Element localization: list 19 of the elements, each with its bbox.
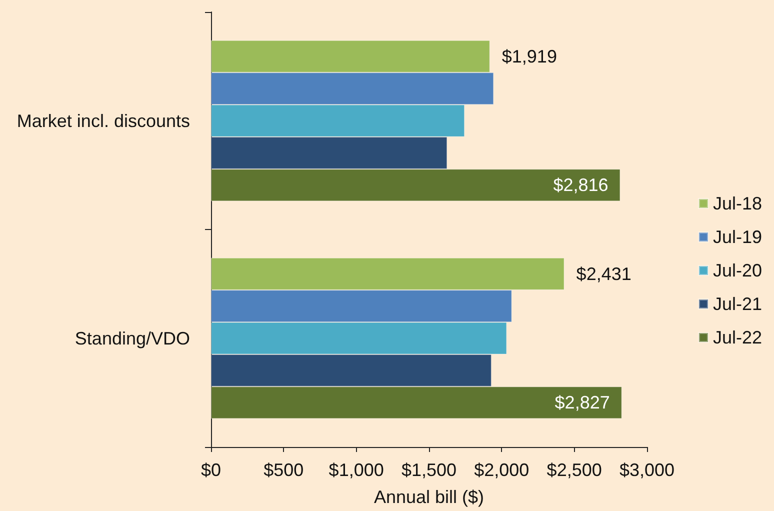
data-label: $2,431	[576, 264, 632, 284]
data-label: $1,919	[502, 46, 557, 66]
y-tick-label: Market incl. discounts	[16, 110, 190, 131]
y-tick-label: Standing/VDO	[74, 328, 190, 348]
legend-label: Jul-20	[712, 260, 762, 280]
data-label: $2,827	[554, 392, 610, 413]
x-tick-label: $1,000	[328, 460, 384, 480]
data-label: $2,816	[553, 175, 608, 196]
x-tick-label: $0	[200, 460, 222, 480]
x-tick-label: $3,000	[619, 460, 675, 480]
x-tick-label: $1,500	[401, 460, 457, 480]
legend-label: Jul-19	[712, 227, 762, 247]
x-tick-label: $2,500	[546, 460, 602, 480]
x-tick-label: $500	[264, 460, 304, 480]
legend-label: Jul-21	[712, 294, 762, 314]
legend-label: Jul-22	[712, 328, 762, 348]
x-tick-label: $2,000	[474, 460, 530, 480]
legend-label: Jul-18	[712, 194, 762, 214]
x-axis-title: Annual bill ($)	[374, 487, 484, 507]
